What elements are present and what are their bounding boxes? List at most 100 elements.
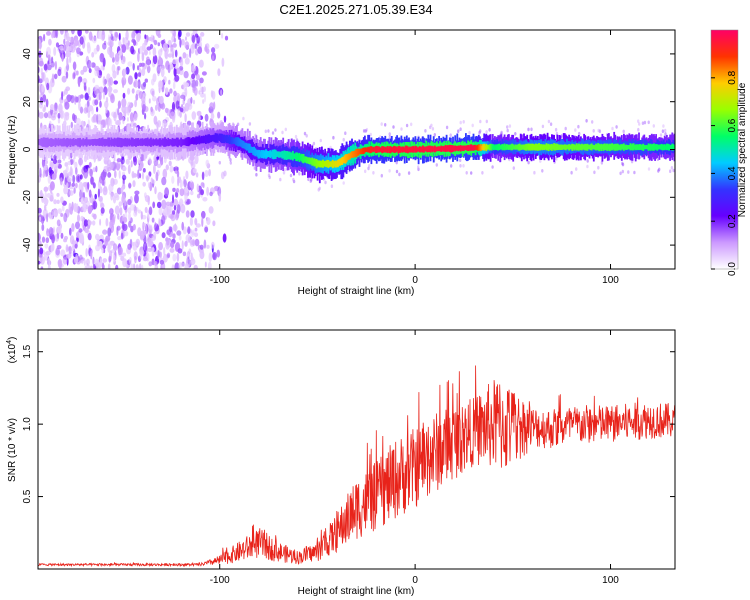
spectrogram-ridge-core (486, 144, 489, 150)
spectrogram-noise-blob (46, 82, 50, 91)
spectrogram-noise-blob (77, 30, 82, 37)
spectrogram-noise-blob (142, 256, 148, 262)
spectrogram-ridge-core (296, 152, 299, 162)
spectrogram-ridge-core (239, 138, 242, 147)
spectrogram-ridge-core (125, 138, 128, 147)
spectrogram-ridge-core (175, 137, 178, 147)
spectrogram-noise-blob (117, 100, 121, 109)
spectrogram-noise-dot (570, 170, 573, 175)
spectrogram-ridge-core (333, 161, 336, 167)
spectrogram-noise-blob (63, 212, 68, 223)
spectrogram-ridge-core (200, 135, 203, 144)
spectrogram-noise-blob (124, 231, 129, 237)
spectrogram-ridge-core (70, 139, 73, 146)
spectrogram-ridge-core (183, 139, 186, 146)
spectrogram-ridge-core (673, 144, 675, 150)
spectrogram-noise-blob (141, 264, 144, 269)
spectrogram-ridge-core (284, 151, 287, 160)
spectrogram-ridge-core (606, 143, 609, 151)
spectrogram-noise-blob (156, 201, 162, 209)
spectrogram-noise-blob (132, 63, 135, 71)
spectrogram-noise-blob (156, 65, 161, 74)
spectrogram-ridge-core (310, 158, 313, 165)
spectrogram-noise-blob (119, 207, 123, 216)
spectrogram-ridge-core (126, 138, 129, 147)
spectrogram-noise-dot (586, 159, 589, 163)
spectrogram-noise-blob (55, 30, 59, 39)
spectrogram-noise-dot (281, 130, 284, 135)
spectrogram-ridge-core (255, 149, 258, 156)
spectrogram-noise-blob (115, 161, 121, 171)
spectrogram-ridge-core (156, 139, 159, 146)
spectrogram-noise-blob (103, 165, 109, 173)
spectrogram-noise-dot (627, 170, 630, 174)
spectrogram-noise-blob (41, 157, 46, 168)
spectrogram-noise-blob (121, 98, 127, 108)
spectrogram-ridge-core (647, 143, 650, 151)
spectrogram-noise-blob (216, 249, 221, 258)
spectrogram-ridge-core (218, 133, 221, 142)
spectrogram-noise-blob (137, 65, 140, 71)
spectrogram-ridge-core (662, 144, 665, 150)
spectrogram-noise-dot (231, 122, 235, 126)
spectrogram-noise-dot (462, 120, 465, 124)
spectrogram-ridge-core (164, 137, 166, 147)
spectrogram-noise-blob (134, 193, 139, 204)
spectrogram-ridge-core (612, 144, 615, 150)
spectrogram-noise-blob (161, 176, 167, 186)
spectrogram-ridge-core (224, 135, 227, 142)
spectrogram-ridge-core (266, 150, 268, 158)
spectrogram-noise-blob (151, 90, 155, 97)
spectrogram-noise-blob (63, 186, 69, 195)
spectrogram-ridge-core (171, 137, 174, 147)
spectrogram-noise-blob (56, 232, 60, 240)
spectrogram-noise-blob (132, 180, 136, 188)
spectrogram-ridge-core (107, 137, 109, 147)
spectrogram-noise-blob (160, 158, 164, 166)
spectrogram-ridge-core (55, 138, 58, 146)
spectrogram-ridge-core (515, 144, 518, 150)
spectrogram-ridge-core (63, 137, 65, 147)
spectrogram-noise-blob (132, 224, 136, 231)
spectrogram-ridge-core (388, 146, 391, 154)
spectrogram-ridge-core (625, 144, 627, 150)
spectrogram-ridge-core (76, 139, 78, 146)
spectrogram-ridge-core (341, 156, 344, 165)
colorbar: 0.0 0.2 0.4 0.6 0.8 Normalized spectral ampl… (710, 29, 748, 276)
spectrogram-ridge-core (495, 144, 497, 150)
spectrogram-noise-blob (171, 35, 175, 43)
spectrogram-noise-dot (405, 123, 409, 128)
spectrogram-noise-dot (332, 135, 335, 140)
spectrogram-ridge-core (367, 146, 369, 153)
spectrogram-noise-blob (126, 117, 129, 122)
spectrogram-noise-blob (75, 182, 78, 189)
spectrogram-ridge-core (585, 144, 588, 151)
spectrogram-ridge-core (557, 144, 560, 150)
spectrogram-noise-blob (102, 42, 107, 50)
spectrogram-ridge-core (57, 137, 60, 147)
spectrogram-noise-dot (575, 167, 578, 171)
spectrogram-ridge-core (531, 143, 534, 151)
spectrogram-ridge-core (77, 138, 79, 147)
spectrogram-noise-blob (186, 120, 192, 126)
spectrogram-ridge-core (342, 156, 345, 164)
spectrogram-noise-blob (127, 40, 130, 46)
spectrogram-noise-dot (647, 167, 651, 171)
spectrogram-noise-dot (282, 170, 286, 175)
spectrogram-ridge-core (605, 143, 608, 151)
spectrogram-noise-blob (172, 81, 176, 90)
spectrogram-ridge-core (381, 146, 383, 154)
spectrogram-ridge-core (166, 139, 169, 146)
spectrogram-noise-blob (172, 187, 176, 192)
spectrogram-noise-dot (307, 177, 310, 182)
spectrogram-ridge-core (112, 139, 115, 147)
spectrogram-noise-blob (176, 252, 180, 262)
spectrogram-noise-dot (388, 132, 391, 136)
spectrogram-ridge-core (306, 156, 308, 164)
spectrogram-noise-blob (169, 165, 174, 173)
spectrogram-ridge-core (538, 143, 540, 151)
spectrogram-ridge-core (494, 145, 496, 150)
spectrogram-ridge-core (264, 151, 266, 158)
spectrogram-noise-blob (127, 207, 132, 214)
spectrogram-ridge-core (230, 137, 233, 145)
